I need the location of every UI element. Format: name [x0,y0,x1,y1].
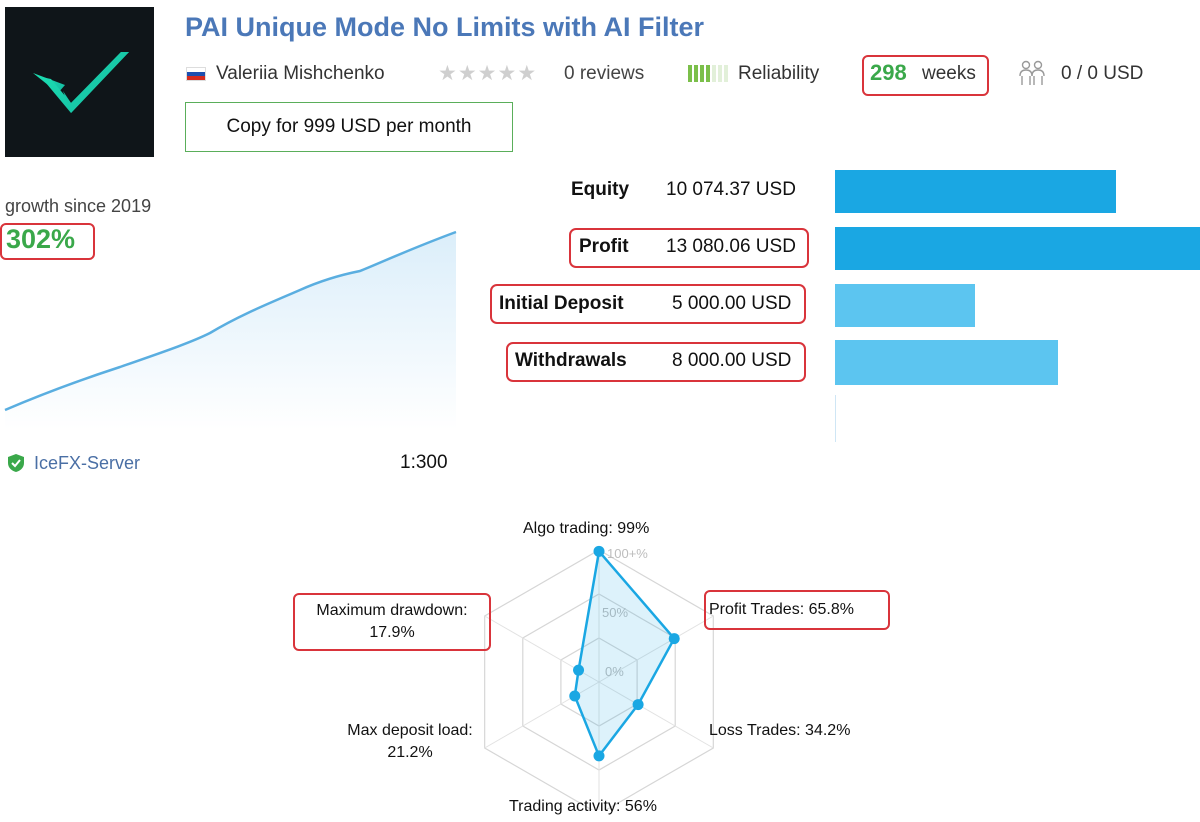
withdrawals-label: Withdrawals [515,350,627,371]
growth-label: growth since 2019 [5,196,152,216]
radar-chart: 100+% 50% 0% [484,545,714,810]
growth-highlight-box [0,223,95,260]
reliability-bar [724,65,728,82]
equity-bar [835,170,1116,213]
verified-shield-icon [6,453,26,473]
radar-label-maximum-drawdown: Maximum drawdown: 17.9% [316,602,468,641]
star-icon: ★ [517,62,538,85]
reliability-bar [694,65,698,82]
radar-grid-ring [484,549,714,810]
initial-deposit-bar [835,284,975,327]
reliability-bars [688,65,728,82]
weeks-value: 298 [870,60,907,85]
equity-label: Equity [571,179,630,200]
radar-value-polygon [573,548,676,759]
star-icon: ★ [438,62,458,85]
reliability-bar [712,65,716,82]
server-link[interactable]: IceFX-Server [34,453,141,473]
initial-deposit-highlight-box [490,284,806,324]
radar-spoke [484,681,600,749]
copy-subscription-button[interactable]: Copy for 999 USD per month [185,102,513,152]
star-icon: ★ [457,62,478,85]
radar-point-3 [593,750,605,762]
radar-label-profit-trades: Profit Trades: 65.8% [709,601,854,618]
growth-chart[interactable] [0,215,470,430]
rating-stars[interactable]: ★★★★★ [438,61,537,86]
people-icon [1016,58,1048,88]
reviews-link[interactable]: 0 reviews [564,63,645,84]
growth-area [5,232,456,430]
radar-point-4 [569,690,581,702]
radar-label-trading-activity: Trading activity: 56% [509,798,657,815]
equity-value: 10 074.37 USD [666,179,796,200]
withdrawals-bar [835,340,1058,385]
radar-scale-label-100: 100+% [607,546,648,561]
initial-deposit-label: Initial Deposit [499,293,624,314]
profit-value: 13 080.06 USD [666,236,796,257]
checkmark-logo-icon [33,52,129,113]
radar-scale-label-50: 50% [602,605,628,620]
growth-line [4,230,457,412]
strategy-logo [5,7,154,157]
radar-label-algo-trading: Algo trading: 99% [523,520,650,537]
radar-point-2 [632,699,644,711]
initial-deposit-value: 5 000.00 USD [672,293,792,314]
reliability-bar [700,65,704,82]
maximum-drawdown-highlight-box [293,593,491,651]
radar-label-max-deposit-load: Max deposit load: 21.2% [347,722,473,761]
star-icon: ★ [477,62,498,85]
growth-value: 302% [6,224,76,254]
profit-bar [835,227,1200,270]
radar-spoke [598,681,714,749]
radar-point-1 [668,633,680,645]
russia-flag-icon [186,67,206,81]
weeks-highlight-box [862,55,989,96]
radar-spoke [598,615,714,683]
radar-label-loss-trades: Loss Trades: 34.2% [709,722,851,739]
withdrawals-value: 8 000.00 USD [672,350,792,371]
withdrawals-highlight-box [506,342,806,382]
author-link[interactable]: Valeriia Mishchenko [216,63,385,84]
weeks-label: weeks [922,63,976,84]
strategy-title[interactable]: PAI Unique Mode No Limits with AI Filter [185,12,704,42]
reliability-bar [718,65,722,82]
profit-label: Profit [579,236,629,257]
reliability-bar [688,65,692,82]
reliability-label: Reliability [738,63,820,84]
profit-highlight-box [569,228,809,268]
radar-scale-label-0: 0% [605,664,624,679]
profit-trades-highlight-box [704,590,890,630]
bar-axis [835,395,836,442]
subscribers-funds: 0 / 0 USD [1061,63,1144,84]
star-icon: ★ [497,62,518,85]
radar-point-0 [593,545,605,557]
reliability-bar [706,65,710,82]
leverage-value: 1:300 [400,452,448,473]
radar-point-5 [573,664,585,676]
